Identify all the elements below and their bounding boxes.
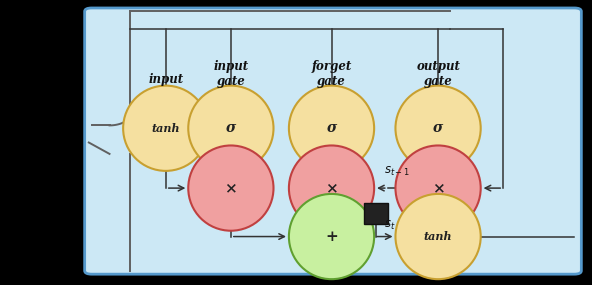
Text: tanh: tanh [152, 123, 180, 134]
Ellipse shape [289, 145, 374, 231]
Text: ×: × [224, 181, 237, 195]
Text: $\boldsymbol{s_{t-1}}$: $\boldsymbol{s_{t-1}}$ [384, 164, 410, 178]
Text: tanh: tanh [424, 231, 452, 242]
Text: σ: σ [226, 121, 236, 135]
Text: +: + [325, 229, 338, 244]
Text: σ: σ [326, 121, 337, 135]
Text: $\boldsymbol{s_t}$: $\boldsymbol{s_t}$ [384, 219, 395, 232]
Bar [364, 203, 388, 225]
Ellipse shape [395, 86, 481, 171]
Text: input
gate: input gate [213, 60, 249, 88]
Text: σ: σ [433, 121, 443, 135]
Ellipse shape [395, 145, 481, 231]
Ellipse shape [395, 194, 481, 279]
Text: ×: × [432, 181, 445, 195]
FancyBboxPatch shape [85, 8, 581, 274]
Text: forget
gate: forget gate [311, 60, 352, 88]
Text: output
gate: output gate [416, 60, 460, 88]
Text: input: input [148, 73, 184, 86]
Ellipse shape [123, 86, 208, 171]
Ellipse shape [188, 86, 274, 171]
Ellipse shape [188, 145, 274, 231]
Text: ×: × [325, 181, 338, 195]
Ellipse shape [289, 86, 374, 171]
Ellipse shape [289, 194, 374, 279]
